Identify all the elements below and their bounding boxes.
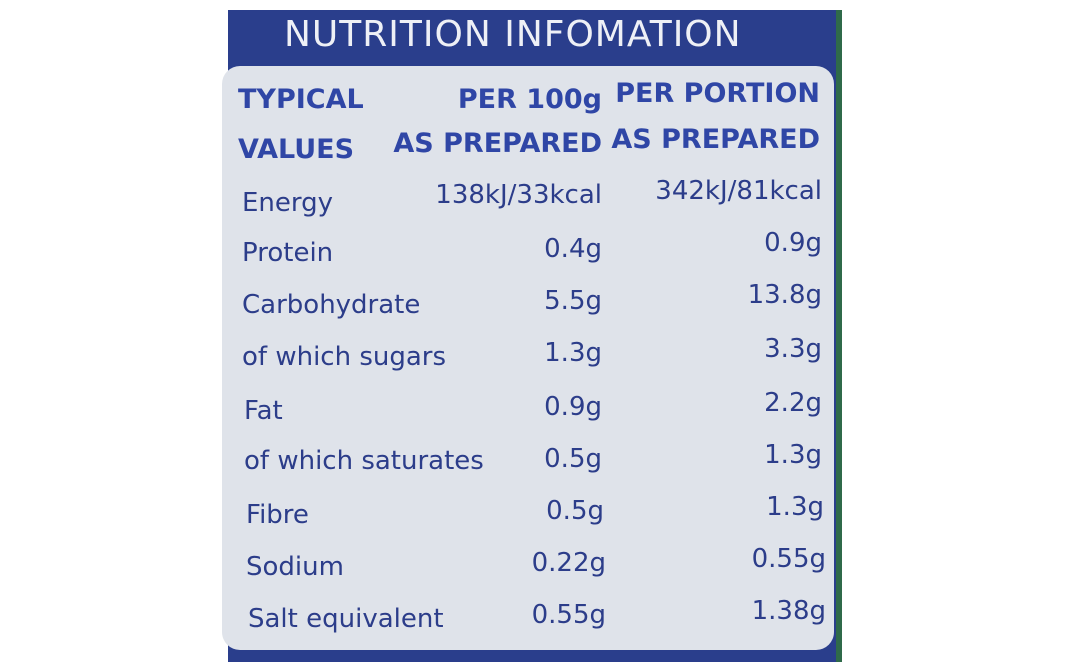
row-per-portion: 0.55g xyxy=(751,544,826,574)
row-per-portion: 13.8g xyxy=(747,280,822,310)
row-per-100g: 0.9g xyxy=(544,392,602,422)
row-per-portion: 2.2g xyxy=(764,388,822,418)
header-typical: TYPICAL xyxy=(238,84,364,115)
row-per-portion: 1.3g xyxy=(764,440,822,470)
row-per-100g: 1.3g xyxy=(544,338,602,368)
row-per-100g: 138kJ/33kcal xyxy=(435,180,602,210)
package-edge xyxy=(836,10,842,662)
row-per-100g: 0.22g xyxy=(531,548,606,578)
row-label: Fat xyxy=(244,396,283,426)
nutrition-table xyxy=(222,66,834,650)
row-label: Sodium xyxy=(246,552,344,582)
row-per-100g: 0.5g xyxy=(544,444,602,474)
row-label: of which sugars xyxy=(242,342,447,372)
row-label: Carbohydrate xyxy=(242,290,421,320)
header-per-100g: PER 100g xyxy=(457,84,602,115)
header-per-portion: PER PORTION xyxy=(615,78,820,109)
row-per-portion: 342kJ/81kcal xyxy=(655,176,822,206)
header-as-prepared-portion: AS PREPARED xyxy=(611,124,820,155)
header-as-prepared-100g: AS PREPARED xyxy=(393,128,602,159)
row-label: Fibre xyxy=(246,500,309,530)
row-per-100g: 5.5g xyxy=(544,286,602,316)
header-values: VALUES xyxy=(238,134,355,165)
row-per-portion: 1.3g xyxy=(766,492,824,522)
row-label: of which saturates xyxy=(244,446,484,476)
row-per-portion: 1.38g xyxy=(751,596,826,626)
row-per-100g: 0.4g xyxy=(544,234,602,264)
row-per-100g: 0.5g xyxy=(546,496,604,526)
row-label: Salt equivalent xyxy=(248,604,444,634)
row-label: Protein xyxy=(242,238,334,268)
nutrition-title: NUTRITION INFOMATION xyxy=(284,14,742,55)
row-per-portion: 0.9g xyxy=(764,228,822,258)
row-per-100g: 0.55g xyxy=(531,600,606,630)
row-per-portion: 3.3g xyxy=(764,334,822,364)
row-label: Energy xyxy=(242,188,334,218)
